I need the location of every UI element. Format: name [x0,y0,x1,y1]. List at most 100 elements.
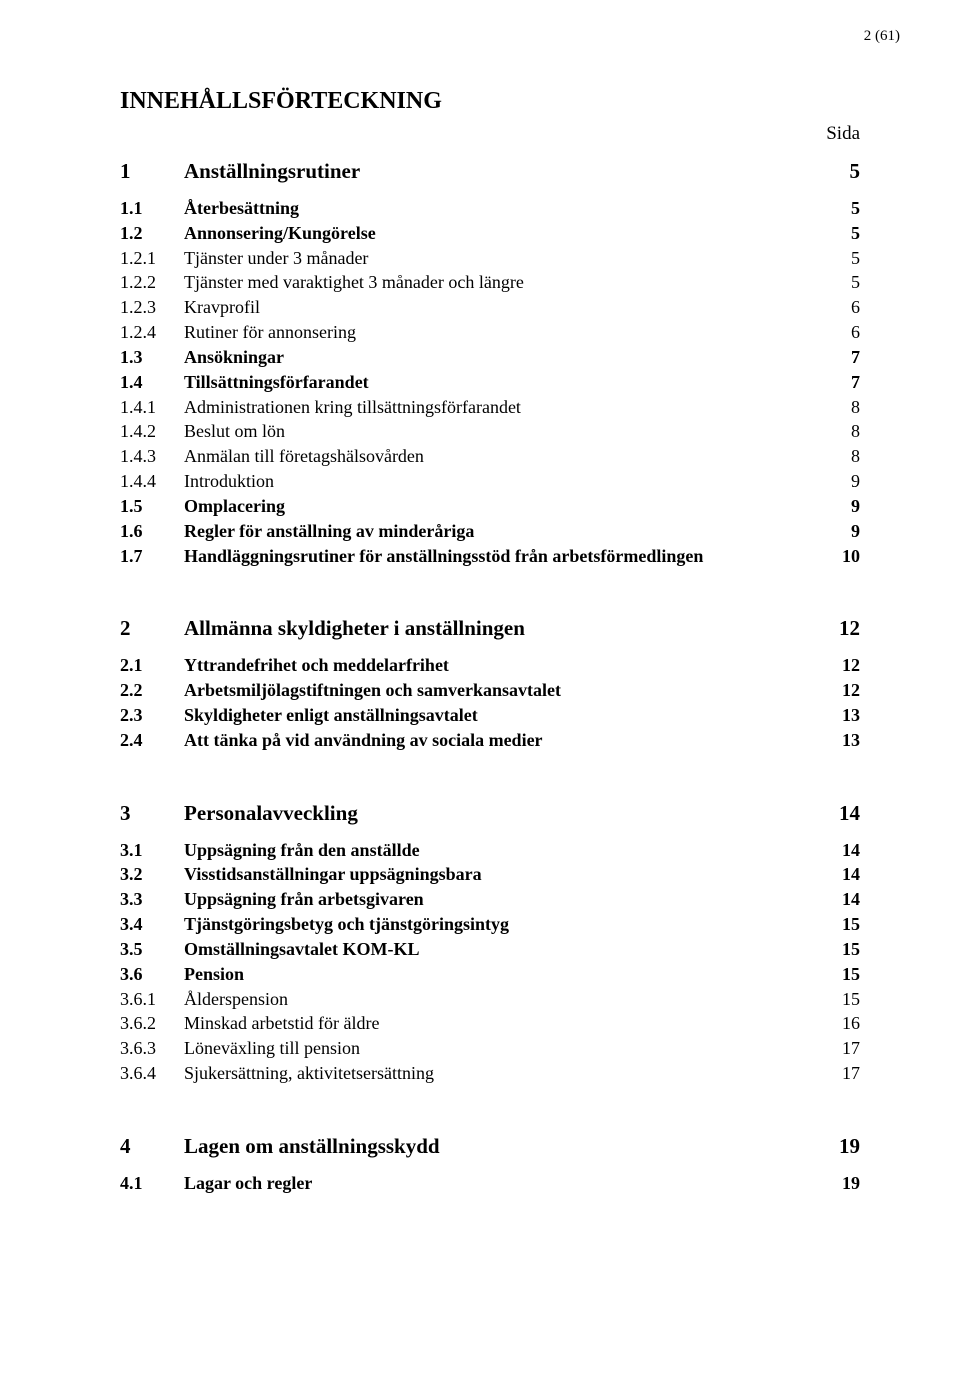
toc-entry: 1.4.2Beslut om lön8 [120,419,860,444]
toc-entry-page: 5 [800,270,860,295]
toc-entry: 3.1Uppsägning från den anställde14 [120,838,860,863]
toc-entry: 2.1Yttrandefrihet och meddelarfrihet12 [120,653,860,678]
toc-entry: 3.2Visstidsanställningar uppsägningsbara… [120,862,860,887]
toc-entry-title: Tjänster med varaktighet 3 månader och l… [184,270,800,295]
toc-entry-title: Omställningsavtalet KOM-KL [184,937,800,962]
toc-entry-title: Återbesättning [184,196,800,221]
toc-entry: 3.6.1Ålderspension15 [120,987,860,1012]
toc-entry-page: 12 [800,678,860,703]
toc-entry-number: 4 [120,1132,184,1161]
toc-entry: 4.1Lagar och regler19 [120,1171,860,1196]
toc-entry-page: 7 [800,370,860,395]
toc-entry: 1.7Handläggningsrutiner för anställnings… [120,544,860,569]
toc-entry-number: 1.4 [120,370,184,395]
toc-entry: 1.6Regler för anställning av minderåriga… [120,519,860,544]
toc-entry-number: 1 [120,157,184,186]
toc-entry-page: 14 [800,887,860,912]
toc-entry-number: 1.7 [120,544,184,569]
toc-entry: 3.6Pension15 [120,962,860,987]
toc-entry-number: 1.4.1 [120,395,184,420]
toc-entry-number: 2.1 [120,653,184,678]
toc-entry-number: 3.6.3 [120,1036,184,1061]
toc-entry: 1.2.1Tjänster under 3 månader5 [120,246,860,271]
toc-entry-page: 17 [800,1036,860,1061]
toc-entry-page: 8 [800,444,860,469]
toc-entry: 3.6.2Minskad arbetstid för äldre16 [120,1011,860,1036]
toc-entry-title: Skyldigheter enligt anställningsavtalet [184,703,800,728]
toc-entry-number: 1.4.4 [120,469,184,494]
toc-entry-page: 9 [800,519,860,544]
toc-entry-number: 4.1 [120,1171,184,1196]
toc-entry-page: 14 [800,799,860,828]
toc-entry-page: 15 [800,987,860,1012]
toc-entry-number: 1.6 [120,519,184,544]
toc-entry-title: Visstidsanställningar uppsägningsbara [184,862,800,887]
toc-entry-number: 3.6.4 [120,1061,184,1086]
toc-entry-page: 15 [800,912,860,937]
toc-entry-title: Uppsägning från arbetsgivaren [184,887,800,912]
toc-entry-number: 3.3 [120,887,184,912]
toc-entry: 2.3Skyldigheter enligt anställningsavtal… [120,703,860,728]
toc-entry-page: 13 [800,728,860,753]
toc-entry-page: 8 [800,419,860,444]
toc-entry-title: Kravprofil [184,295,800,320]
toc-entry-title: Regler för anställning av minderåriga [184,519,800,544]
toc-entry-title: Anställningsrutiner [184,157,800,186]
toc-entry-title: Pension [184,962,800,987]
toc-entry: 3.3Uppsägning från arbetsgivaren14 [120,887,860,912]
toc-entry-number: 3.5 [120,937,184,962]
toc-entry-number: 2.3 [120,703,184,728]
toc-entry-page: 9 [800,494,860,519]
toc-entry-title: Sjukersättning, aktivitetsersättning [184,1061,800,1086]
toc-entry-page: 19 [800,1171,860,1196]
toc-entry: 1.1Återbesättning5 [120,196,860,221]
toc-entry-title: Annonsering/Kungörelse [184,221,800,246]
toc-entry-title: Lagen om anställningsskydd [184,1132,800,1161]
toc-entry: 3.6.3Löneväxling till pension17 [120,1036,860,1061]
toc-entry-page: 5 [800,196,860,221]
sida-header-row: Sida [120,123,860,145]
toc-entry-title: Handläggningsrutiner för anställningsstö… [184,544,800,569]
toc-entry: 3.4Tjänstgöringsbetyg och tjänstgöringsi… [120,912,860,937]
toc-section-head: 3Personalavveckling14 [120,799,860,828]
toc-entry-page: 6 [800,320,860,345]
toc-entry-title: Att tänka på vid användning av sociala m… [184,728,800,753]
toc-entry-title: Beslut om lön [184,419,800,444]
toc-entry-title: Minskad arbetstid för äldre [184,1011,800,1036]
toc-entry-page: 6 [800,295,860,320]
toc-entry-page: 5 [800,157,860,186]
toc-entry-number: 1.2.2 [120,270,184,295]
toc-entry: 2.2Arbetsmiljölagstiftningen och samverk… [120,678,860,703]
toc-entry-number: 3.2 [120,862,184,887]
toc-entry-title: Administrationen kring tillsättningsförf… [184,395,800,420]
toc-entry: 1.2.4Rutiner för annonsering6 [120,320,860,345]
toc-entry: 1.4.3Anmälan till företagshälsovården8 [120,444,860,469]
toc-entry-page: 14 [800,838,860,863]
toc-entry-title: Tjänster under 3 månader [184,246,800,271]
toc-entry-number: 1.2.4 [120,320,184,345]
toc-entry-title: Introduktion [184,469,800,494]
toc-entry-number: 1.4.2 [120,419,184,444]
toc-entry-number: 1.3 [120,345,184,370]
toc-entry-title: Allmänna skyldigheter i anställningen [184,614,800,643]
toc-entry-number: 1.2.3 [120,295,184,320]
toc-entry: 1.3Ansökningar7 [120,345,860,370]
toc-entry-page: 12 [800,614,860,643]
toc-entry-number: 3.4 [120,912,184,937]
toc-entry-number: 1.5 [120,494,184,519]
toc-entry-title: Anmälan till företagshälsovården [184,444,800,469]
toc-entry-number: 1.4.3 [120,444,184,469]
toc-entry: 1.2.3Kravprofil6 [120,295,860,320]
toc-entry-page: 5 [800,221,860,246]
toc-entry-title: Uppsägning från den anställde [184,838,800,863]
toc-entry: 3.5Omställningsavtalet KOM-KL15 [120,937,860,962]
toc-entry-page: 12 [800,653,860,678]
toc-entry-title: Yttrandefrihet och meddelarfrihet [184,653,800,678]
toc-entry: 1.4Tillsättningsförfarandet7 [120,370,860,395]
toc-entry-page: 17 [800,1061,860,1086]
toc-entry-title: Personalavveckling [184,799,800,828]
toc-entry-page: 5 [800,246,860,271]
toc-entry: 1.2Annonsering/Kungörelse5 [120,221,860,246]
toc-entry-title: Rutiner för annonsering [184,320,800,345]
toc-entry-number: 1.2.1 [120,246,184,271]
